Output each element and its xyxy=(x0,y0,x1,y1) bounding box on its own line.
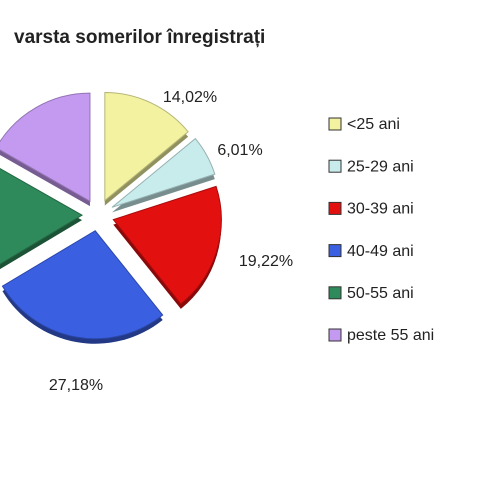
legend-label: peste 55 ani xyxy=(347,327,434,344)
data-label: 6,01% xyxy=(217,142,262,159)
legend-label: 50-55 ani xyxy=(347,285,414,302)
legend-swatch xyxy=(328,244,342,258)
legend-swatch xyxy=(328,117,342,131)
chart-title: varsta somerilor înregistrați xyxy=(14,27,265,48)
legend-label: 40-49 ani xyxy=(347,243,414,260)
legend-swatch xyxy=(328,328,342,342)
pie-slice xyxy=(112,185,222,305)
legend-swatch xyxy=(328,159,342,173)
pie-slice xyxy=(0,167,83,265)
data-label: 27,18% xyxy=(49,377,103,394)
legend-label: 25-29 ani xyxy=(347,158,414,175)
pie-slice xyxy=(111,137,216,208)
pie-slice xyxy=(0,92,91,203)
pie-slice xyxy=(1,230,164,340)
data-label: 19,22% xyxy=(239,253,293,270)
legend-label: 30-39 ani xyxy=(347,201,414,218)
legend-swatch xyxy=(328,286,342,300)
pie-slice xyxy=(104,92,189,202)
legend-swatch xyxy=(328,201,342,215)
data-label: 14,02% xyxy=(163,89,217,106)
legend-label: <25 ani xyxy=(347,116,400,133)
